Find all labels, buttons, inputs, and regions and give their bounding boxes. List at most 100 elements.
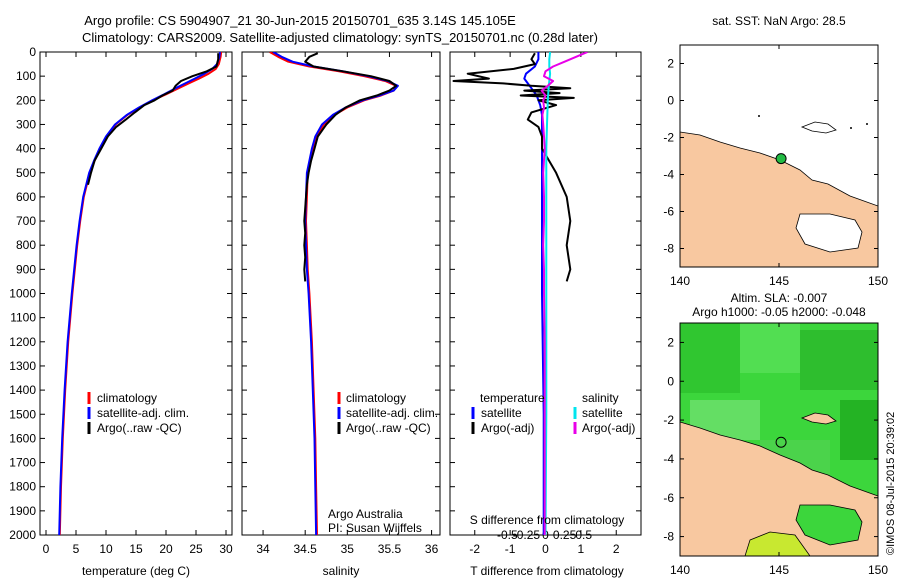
- x-tick-label: -2: [469, 542, 480, 556]
- salinity-series: [269, 52, 399, 535]
- map-y-tick-label: -2: [663, 131, 674, 145]
- series-line-diff-1: [452, 52, 575, 282]
- depth-tick-label: 1000: [9, 287, 36, 301]
- x-tick-label-top: 0.25: [553, 528, 577, 542]
- depth-tick-label: 400: [16, 142, 36, 156]
- salinity-plot-frame: [241, 51, 441, 536]
- depth-tick-label: 0: [29, 45, 36, 59]
- temperature-xlabel: temperature (deg C): [82, 564, 190, 578]
- depth-tick-label: 700: [16, 214, 36, 228]
- x-tick-label: 30: [219, 542, 233, 556]
- x-tick-label: 10: [99, 542, 113, 556]
- sla-map-axes: 140 145 150 2 0 -2 -4 -6 -8: [663, 323, 888, 577]
- sla-map-subtitle: Argo h1000: -0.05 h2000: -0.048: [692, 305, 866, 319]
- x-tick-label: 2: [613, 542, 620, 556]
- sla-map-patch: [840, 400, 878, 460]
- depth-tick-label: 2000: [9, 528, 36, 542]
- legend-label-sal-satellite: satellite: [582, 406, 623, 420]
- figure-title-line1: Argo profile: CS 5904907_21 30-Jun-2015 …: [84, 13, 516, 28]
- map-y-tick-label: -4: [663, 452, 674, 466]
- legend-label-temp-argo: Argo(-adj): [481, 421, 534, 435]
- legend-title-salinity: salinity: [582, 391, 619, 405]
- salinity-axes: 34 34.5 35 35.5 36: [242, 51, 440, 556]
- map-y-tick-label: -8: [663, 530, 674, 544]
- x-tick-label: 34: [256, 542, 270, 556]
- sst-map-axes: 140 145 150 2 0 -2 -4 -6 -8: [663, 45, 888, 288]
- map-x-tick-label: 150: [868, 274, 888, 288]
- islet: [850, 127, 852, 129]
- series-line-sal-1: [272, 52, 399, 535]
- difference-xlabel-top: S difference from climatology: [470, 513, 625, 527]
- depth-tick-label: 500: [16, 166, 36, 180]
- depth-tick-label: 1400: [9, 383, 36, 397]
- annotation-argo-australia: Argo Australia: [328, 507, 403, 521]
- depth-tick-label: 1500: [9, 407, 36, 421]
- sla-map-title: Altim. SLA: -0.007: [731, 291, 828, 305]
- map-y-tick-label: -6: [663, 491, 674, 505]
- sla-float-location-marker: [775, 436, 787, 448]
- sla-map-gulf: [795, 504, 863, 546]
- map-x-tick-label: 140: [670, 563, 690, 577]
- map-y-tick-label: 2: [667, 335, 674, 349]
- sst-float-location-marker: [775, 153, 787, 165]
- salinity-xlabel: salinity: [323, 564, 360, 578]
- difference-xlabel: T difference from climatology: [470, 564, 624, 578]
- imos-timestamp: ©IMOS 08-Jul-2015 20:39:02: [885, 412, 897, 555]
- map-y-tick-label: 0: [667, 94, 674, 108]
- map-y-tick-label: -8: [663, 242, 674, 256]
- sst-map: [680, 45, 878, 267]
- difference-axes: -2 -1 0 1 2-0.5-0.25 0 0.25 0.5: [450, 51, 641, 556]
- x-tick-label-top: -0.25: [513, 528, 541, 542]
- x-tick-label: 35: [341, 542, 355, 556]
- sla-map-patch: [740, 323, 800, 373]
- map-x-tick-label: 150: [868, 563, 888, 577]
- map-y-tick-label: 2: [667, 57, 674, 71]
- depth-tick-label: 600: [16, 190, 36, 204]
- annotation-pi: PI: Susan Wijffels: [328, 521, 422, 535]
- temperature-legend: climatology satellite-adj. clim. Argo(..…: [87, 391, 189, 435]
- legend-label-climatology: climatology: [97, 391, 157, 405]
- series-line-diff-2: [544, 52, 552, 535]
- salinity-legend: climatology satellite-adj. clim. Argo(..…: [328, 391, 438, 535]
- difference-series: [452, 52, 588, 535]
- legend-title-temperature: temperature: [480, 391, 545, 405]
- depth-tick-label: 1900: [9, 504, 36, 518]
- x-tick-label: 5: [73, 542, 80, 556]
- depth-tick-label: 300: [16, 117, 36, 131]
- x-tick-label: 36: [425, 542, 439, 556]
- depth-tick-label: 1200: [9, 335, 36, 349]
- x-tick-label-top: 0.5: [575, 528, 592, 542]
- series-line-sal-0: [269, 52, 398, 535]
- figure-title-line2: Climatology: CARS2009. Satellite-adjuste…: [82, 30, 598, 45]
- manus-island: [800, 412, 837, 425]
- series-line-temp-1: [58, 52, 221, 535]
- map-y-tick-label: -4: [663, 168, 674, 182]
- manus-island: [800, 121, 837, 134]
- islet: [758, 115, 760, 117]
- map-y-tick-label: -6: [663, 205, 674, 219]
- sla-map-patch: [680, 323, 740, 393]
- x-tick-label: 34.5: [294, 542, 318, 556]
- x-tick-label: 0: [43, 542, 50, 556]
- depth-tick-label: 900: [16, 262, 36, 276]
- difference-legend: temperature salinity satellite Argo(-adj…: [471, 391, 635, 435]
- legend-label-satellite: satellite-adj. clim.: [97, 406, 189, 420]
- map-y-tick-label: -2: [663, 413, 674, 427]
- depth-tick-label: 800: [16, 238, 36, 252]
- legend-label-argo: Argo(..raw -QC): [97, 421, 182, 435]
- series-line-diff-3: [540, 52, 588, 535]
- series-line-temp-2: [87, 53, 220, 186]
- x-tick-label: 20: [159, 542, 173, 556]
- series-line-temp-0: [58, 52, 223, 535]
- x-tick-label: -1: [505, 542, 516, 556]
- x-tick-label: 0: [542, 542, 549, 556]
- x-tick-label: 15: [129, 542, 143, 556]
- depth-tick-label: 1600: [9, 431, 36, 445]
- x-tick-label: 25: [189, 542, 203, 556]
- legend-label-temp-satellite: satellite: [481, 406, 522, 420]
- depth-tick-label: 200: [16, 93, 36, 107]
- map-y-tick-label: 0: [667, 374, 674, 388]
- depth-tick-label: 1700: [9, 456, 36, 470]
- depth-tick-label: 1100: [10, 311, 36, 325]
